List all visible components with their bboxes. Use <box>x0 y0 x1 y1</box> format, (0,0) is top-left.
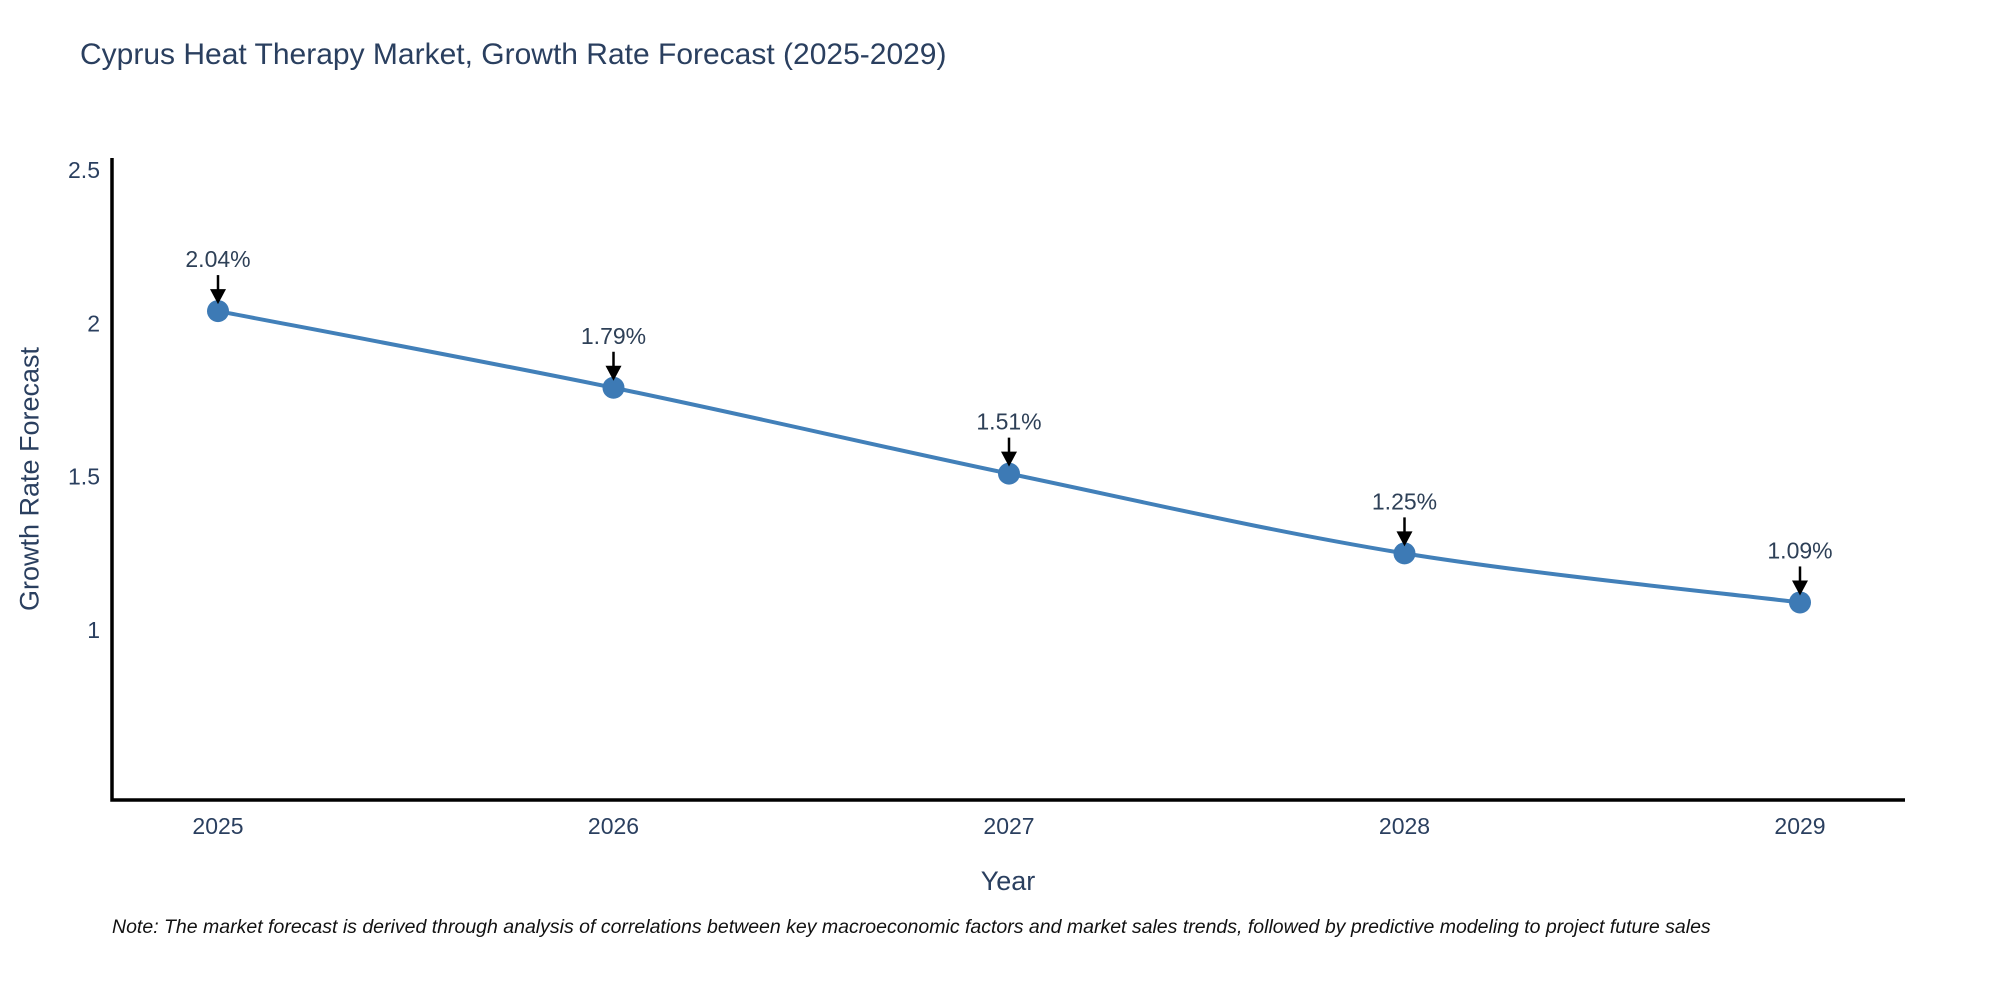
x-tick-label: 2025 <box>192 813 243 839</box>
data-point-marker <box>1789 591 1811 614</box>
annotation-arrowhead-icon <box>210 289 226 305</box>
data-point-marker <box>1393 542 1416 565</box>
x-tick-label: 2029 <box>1774 813 1825 839</box>
annotation-arrowhead-icon <box>1792 580 1808 596</box>
point-value-label: 1.79% <box>581 323 646 349</box>
series-markers <box>207 300 1811 614</box>
annotation-arrowhead-icon <box>1396 531 1413 547</box>
y-tick-label: 2 <box>87 310 100 336</box>
x-tick-label: 2026 <box>588 813 639 839</box>
point-value-label: 1.51% <box>976 409 1041 435</box>
annotation-arrowhead-icon <box>605 365 622 381</box>
data-point-marker <box>602 376 625 399</box>
point-value-label: 2.04% <box>185 246 250 272</box>
data-point-marker <box>998 462 1020 485</box>
point-annotations: 2.04% 1.79% 1.51% 1.25% 1.09% <box>185 246 1833 596</box>
data-point-marker <box>207 300 229 323</box>
point-value-label: 1.25% <box>1372 488 1437 514</box>
point-value-label: 1.09% <box>1767 537 1832 563</box>
x-tick-label: 2028 <box>1379 813 1430 839</box>
axis-line <box>110 158 1905 802</box>
y-tick-label: 2.5 <box>68 157 100 183</box>
y-axis-tick-labels: 2.5 2 1.5 1 <box>68 157 100 643</box>
annotation-arrowhead-icon <box>1001 451 1017 467</box>
x-tick-label: 2027 <box>983 813 1034 839</box>
x-axis-tick-labels: 2025 2026 2027 2028 2029 <box>192 813 1825 839</box>
axis-lines <box>110 158 1905 802</box>
chart-title: Cyprus Heat Therapy Market, Growth Rate … <box>80 38 947 71</box>
y-tick-label: 1 <box>87 617 100 643</box>
chart-note: Note: The market forecast is derived thr… <box>112 916 1711 938</box>
x-axis-title: Year <box>980 866 1036 896</box>
y-tick-label: 1.5 <box>68 464 100 490</box>
